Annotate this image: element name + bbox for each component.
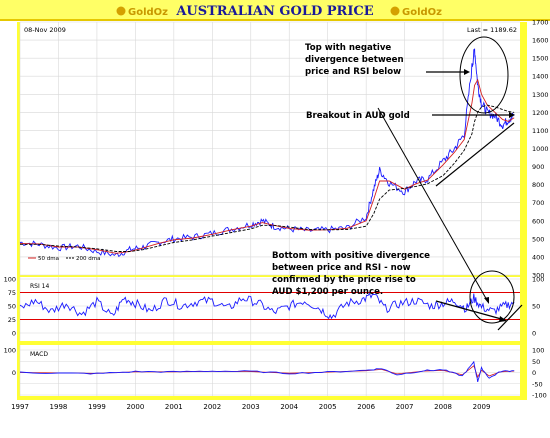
rsi-left-tick-label: 0 xyxy=(12,330,16,338)
annotation-bottom-line-2: between price and RSI - now xyxy=(272,263,411,273)
price-y-tick-label: 1700 xyxy=(532,19,549,27)
rsi-right-tick-label: 100 xyxy=(532,276,544,284)
axis-ticks: 1997 1998 1999 2000 2001 2002 2003 2004 2005 2006… xyxy=(4,19,549,412)
series-line-price xyxy=(19,48,515,258)
x-tick-label: 2000 xyxy=(126,403,144,411)
top-arrowhead xyxy=(464,69,470,75)
macd-label: MACD xyxy=(30,351,48,358)
x-tick-label: 2009 xyxy=(473,403,491,411)
series-line-rsi xyxy=(19,292,515,320)
logo-right-text: GoldOz xyxy=(402,7,442,18)
x-tick-label: 2008 xyxy=(434,403,452,411)
macd-right-tick-label: -50 xyxy=(532,380,543,388)
date-label: 08-Nov 2009 xyxy=(24,26,66,34)
header-underline xyxy=(0,19,550,21)
price-y-tick-label: 300 xyxy=(532,272,544,280)
diagonal-arrow xyxy=(377,107,489,303)
rsi-label: RSI 14 xyxy=(30,283,49,290)
logo-right: GoldOz xyxy=(390,6,442,18)
x-tick-label: 2004 xyxy=(280,403,298,411)
annotation-breakout: Breakout in AUD gold xyxy=(306,111,410,121)
annotation-bottom-line-4: AUD $1,200 per ounce. xyxy=(272,287,383,297)
x-tick-label: 2006 xyxy=(357,403,375,411)
annotation-bottom-line-3: confirmed by the price rise to xyxy=(272,275,416,285)
x-tick-label: 2005 xyxy=(319,403,337,411)
annotation-top-line-3: price and RSI below xyxy=(305,67,401,77)
x-tick-label: 2001 xyxy=(165,403,183,411)
x-tick-label: 1998 xyxy=(50,403,68,411)
price-y-tick-label: 1400 xyxy=(532,73,549,81)
bottom-arrowhead xyxy=(499,316,507,322)
annotation-top-line-1: Top with negative xyxy=(305,43,391,53)
macd-right-tick-label: 0 xyxy=(532,369,536,377)
rsi-left-tick-label: 100 xyxy=(4,276,16,284)
price-y-tick-label: 600 xyxy=(532,217,544,225)
price-y-tick-label: 900 xyxy=(532,163,544,171)
annotation-arrows xyxy=(377,36,523,331)
price-y-tick-label: 1100 xyxy=(532,127,549,135)
macd-right-tick-label: -100 xyxy=(532,392,547,400)
x-tick-label: 2002 xyxy=(203,403,221,411)
x-tick-label: 2007 xyxy=(396,403,414,411)
price-y-tick-label: 1000 xyxy=(532,145,549,153)
rsi-left-tick-label: 50 xyxy=(8,303,16,311)
logo-left-text: GoldOz xyxy=(128,7,168,18)
x-tick-label: 1997 xyxy=(11,403,29,411)
price-y-tick-label: 400 xyxy=(532,253,544,261)
price-y-tick-label: 1300 xyxy=(532,91,549,99)
macd-right-tick-label: 100 xyxy=(532,347,544,355)
rsi-right-tick-label: 50 xyxy=(532,303,540,311)
price-y-tick-label: 700 xyxy=(532,199,544,207)
rsi-guides xyxy=(20,292,520,320)
x-tick-label: 1999 xyxy=(88,403,106,411)
gridlines xyxy=(19,21,520,396)
rsi-left-tick-label: 75 xyxy=(8,289,16,297)
price-y-tick-label: 1200 xyxy=(532,109,549,117)
price-trendline xyxy=(435,122,515,187)
annotation-bottom: Bottom with positive divergence between … xyxy=(272,251,430,297)
logo-left: GoldOz xyxy=(116,6,168,18)
bottom-arrow xyxy=(435,300,506,321)
series-line-50dma xyxy=(19,78,515,254)
top-circle xyxy=(459,36,509,114)
legend-label-50dma: 50 dma xyxy=(38,256,59,262)
rsi-left-tick-label: 25 xyxy=(8,316,16,324)
series-line-macd xyxy=(19,360,515,383)
bottom-circle xyxy=(469,270,515,324)
x-tick-label: 2003 xyxy=(242,403,260,411)
annotation-top: Top with negative divergence between pri… xyxy=(305,43,404,77)
header-bar xyxy=(0,0,550,20)
diagonal-arrowhead xyxy=(484,297,489,304)
coin-icon-right xyxy=(390,6,400,16)
chart-title: AUSTRALIAN GOLD PRICE xyxy=(175,4,373,19)
rsi-right-tick-label: 0 xyxy=(532,330,536,338)
macd-right-tick-label: 50 xyxy=(532,358,540,366)
annotation-top-line-2: divergence between xyxy=(305,55,404,65)
annotation-bottom-line-1: Bottom with positive divergence xyxy=(272,251,430,261)
macd-left-tick-label: 0 xyxy=(12,369,16,377)
legend: 50 dma 200 dma xyxy=(28,256,100,262)
rsi-trendline xyxy=(497,304,523,331)
breakout-arrowhead xyxy=(509,112,515,118)
last-price-label: Last = 1189.62 xyxy=(467,26,517,34)
price-y-tick-label: 1600 xyxy=(532,37,549,45)
price-y-tick-label: 500 xyxy=(532,235,544,243)
price-y-tick-label: 800 xyxy=(532,181,544,189)
series-lines xyxy=(19,48,515,383)
legend-label-200dma: 200 dma xyxy=(76,256,100,262)
price-y-tick-label: 1500 xyxy=(532,55,549,63)
macd-left-tick-label: 100 xyxy=(4,347,16,355)
coin-icon-left xyxy=(116,6,126,16)
